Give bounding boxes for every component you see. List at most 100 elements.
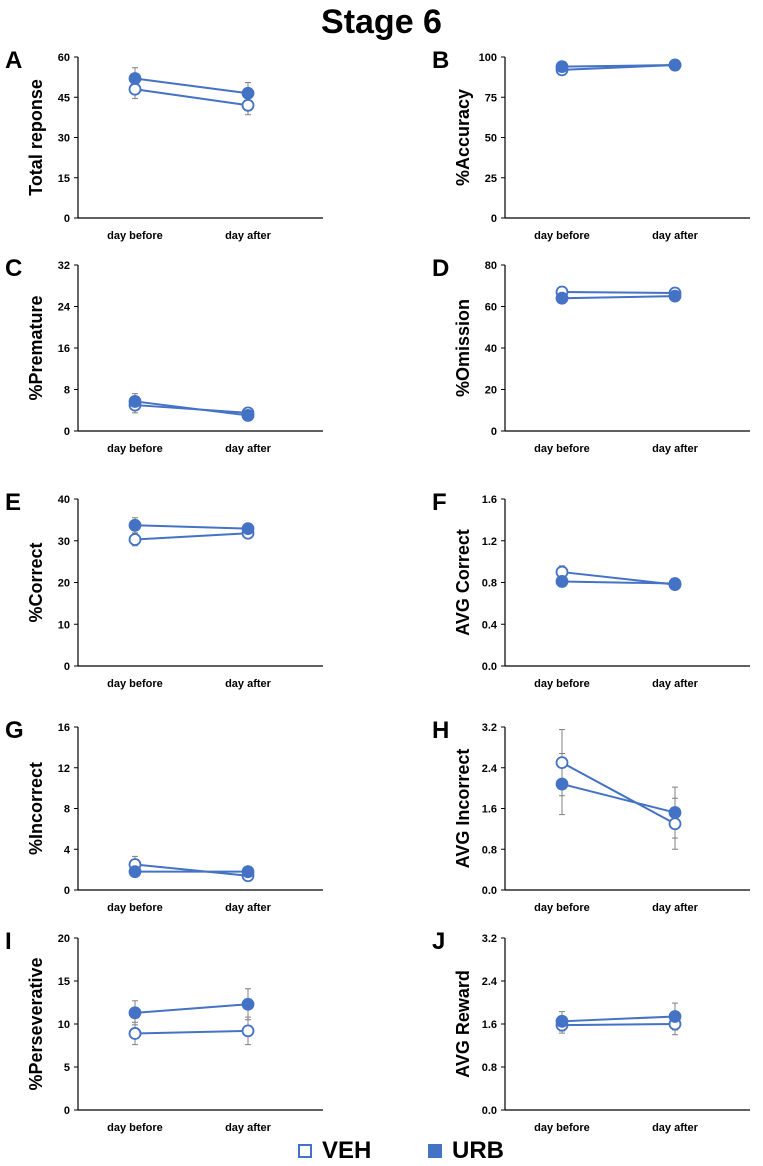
y-tick-label: 20 xyxy=(58,578,70,590)
x-tick-label: day before xyxy=(534,678,590,690)
panel-d: D 0 20 40 60 80 day before day after %Omission xyxy=(432,255,750,455)
y-tick-label: 16 xyxy=(58,343,70,355)
y-tick-label: 2.4 xyxy=(482,763,498,775)
y-tick-label: 50 xyxy=(485,133,497,145)
x-tick-label: day after xyxy=(652,443,699,455)
legend-marker-veh xyxy=(298,1144,312,1158)
y-tick-label: 0.8 xyxy=(482,578,497,590)
y-tick-label: 0.0 xyxy=(482,1105,497,1117)
y-axis-title: Total reponse xyxy=(26,79,46,196)
panel-g: G 0 4 8 12 16 day before day after %Incorrect xyxy=(5,717,323,914)
x-tick-label: day after xyxy=(652,902,699,914)
data-point-urb xyxy=(668,289,682,303)
panel-b: B 0 25 50 75 100 day before day after %Accuracy xyxy=(432,47,750,242)
x-tick-label: day after xyxy=(225,230,272,242)
y-tick-label: 75 xyxy=(485,92,497,104)
y-axis-title: AVG Correct xyxy=(453,529,473,636)
y-tick-label: 10 xyxy=(58,1019,70,1031)
panel-j: J 0.0 0.8 1.6 2.4 3.2 day before day after AVG R… xyxy=(432,928,750,1134)
data-point-urb xyxy=(668,577,682,590)
y-tick-label: 40 xyxy=(485,343,497,355)
series-line-veh xyxy=(134,532,249,541)
y-tick-label: 12 xyxy=(58,763,70,775)
y-tick-label: 60 xyxy=(58,52,70,64)
series-line-urb xyxy=(561,295,676,300)
x-tick-label: day before xyxy=(107,1122,163,1134)
y-tick-label: 0 xyxy=(64,885,70,897)
y-tick-label: 80 xyxy=(485,260,497,272)
y-tick-label: 0 xyxy=(64,661,70,673)
y-axis-title: %Correct xyxy=(26,542,46,622)
x-tick-label: day before xyxy=(534,1122,590,1134)
y-tick-label: 0 xyxy=(491,426,497,438)
data-point-urb xyxy=(555,575,569,588)
y-axis-title: %Perseverative xyxy=(26,957,46,1090)
data-point-urb xyxy=(668,1010,682,1023)
data-point-urb xyxy=(128,395,142,408)
series-line-urb xyxy=(561,783,676,814)
series-line-urb xyxy=(561,580,676,585)
y-axis-title: %Accuracy xyxy=(453,89,473,186)
y-tick-label: 0.4 xyxy=(482,619,498,631)
legend-label-veh: VEH xyxy=(322,1137,372,1164)
data-point-veh xyxy=(128,1027,142,1040)
y-tick-label: 2.4 xyxy=(482,976,498,988)
data-point-urb xyxy=(668,58,682,72)
panel-letter-d: D xyxy=(432,255,449,282)
y-axis-title: %Incorrect xyxy=(26,762,46,855)
series-line-urb xyxy=(134,524,249,530)
y-axis-title: AVG Incorrect xyxy=(453,749,473,869)
data-point-urb xyxy=(668,806,682,819)
y-tick-label: 40 xyxy=(58,494,70,506)
y-tick-label: 0 xyxy=(491,213,497,225)
data-point-veh xyxy=(128,82,142,96)
data-point-urb xyxy=(555,291,569,305)
y-tick-label: 16 xyxy=(58,722,70,734)
legend: VEH URB xyxy=(0,1136,763,1166)
y-axis-title: %Omission xyxy=(453,299,473,397)
data-point-urb xyxy=(241,997,255,1011)
series-line-veh xyxy=(561,290,676,295)
figure-title: Stage 6 xyxy=(321,3,442,41)
data-point-urb xyxy=(128,518,142,532)
y-tick-label: 30 xyxy=(58,133,70,145)
y-tick-label: 0.8 xyxy=(482,844,497,856)
y-tick-label: 0.0 xyxy=(482,885,497,897)
x-tick-label: day before xyxy=(534,230,590,242)
x-tick-label: day after xyxy=(225,902,272,914)
y-tick-label: 60 xyxy=(485,302,497,314)
y-tick-label: 25 xyxy=(485,173,497,185)
y-tick-label: 0 xyxy=(64,213,70,225)
panel-i: I 0 5 10 15 20 day before day after %Perseverati… xyxy=(5,928,323,1134)
panel-letter-g: G xyxy=(5,717,24,744)
series-line-urb xyxy=(134,77,249,95)
data-point-veh xyxy=(128,533,142,546)
y-tick-label: 24 xyxy=(58,302,71,314)
y-tick-label: 1.2 xyxy=(482,536,497,548)
legend-marker-urb xyxy=(428,1144,442,1158)
y-tick-label: 4 xyxy=(64,844,71,856)
y-tick-label: 0.8 xyxy=(482,1062,497,1074)
y-tick-label: 8 xyxy=(64,385,70,397)
x-tick-label: day before xyxy=(107,678,163,690)
data-point-urb xyxy=(241,86,255,100)
data-point-urb xyxy=(555,1014,569,1028)
x-tick-label: day before xyxy=(534,443,590,455)
series-line-veh xyxy=(134,1029,249,1035)
series-line-veh xyxy=(134,863,249,877)
y-tick-label: 10 xyxy=(58,619,70,631)
data-point-urb xyxy=(241,865,255,879)
data-point-veh xyxy=(241,1024,255,1038)
panel-c: C 0 8 16 24 32 day before day after %Premature xyxy=(5,255,323,455)
y-tick-label: 45 xyxy=(58,92,70,104)
series-line-veh xyxy=(561,761,676,825)
legend-item-veh: VEH xyxy=(298,1136,371,1166)
x-tick-label: day before xyxy=(534,902,590,914)
y-tick-label: 100 xyxy=(479,52,497,64)
series-line-veh xyxy=(561,1023,676,1027)
legend-label-urb: URB xyxy=(452,1137,504,1164)
panel-letter-f: F xyxy=(432,489,447,516)
panel-e: E 0 10 20 30 40 day before day after %Correct xyxy=(5,489,323,690)
y-tick-label: 5 xyxy=(64,1062,70,1074)
